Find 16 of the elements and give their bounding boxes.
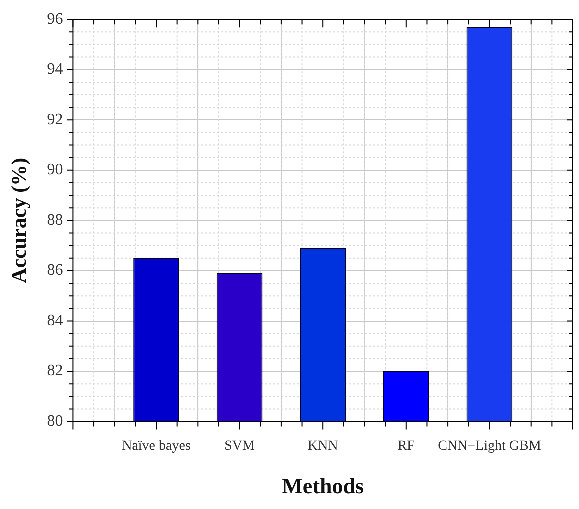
y-tick-label: 92: [47, 111, 64, 128]
x-tick-label: SVM: [224, 438, 256, 454]
y-tick-label: 80: [47, 413, 64, 430]
x-tick-label: RF: [398, 438, 416, 454]
y-tick-label: 82: [47, 362, 64, 380]
x-tick-label: Naïve bayes: [122, 438, 191, 454]
x-tick-label: KNN: [308, 438, 338, 454]
x-tick-label: CNN−Light GBM: [438, 438, 542, 454]
y-tick-label: 96: [47, 10, 64, 28]
y-tick-label: 94: [47, 61, 64, 78]
y-tick-label: 84: [47, 312, 64, 330]
x-axis-title: Methods: [282, 473, 364, 498]
y-tick-label: 86: [47, 262, 64, 280]
y-tick-label: 88: [47, 212, 64, 229]
y-tick-label: 90: [47, 162, 64, 179]
y-axis-title: Accuracy (%): [7, 158, 32, 284]
